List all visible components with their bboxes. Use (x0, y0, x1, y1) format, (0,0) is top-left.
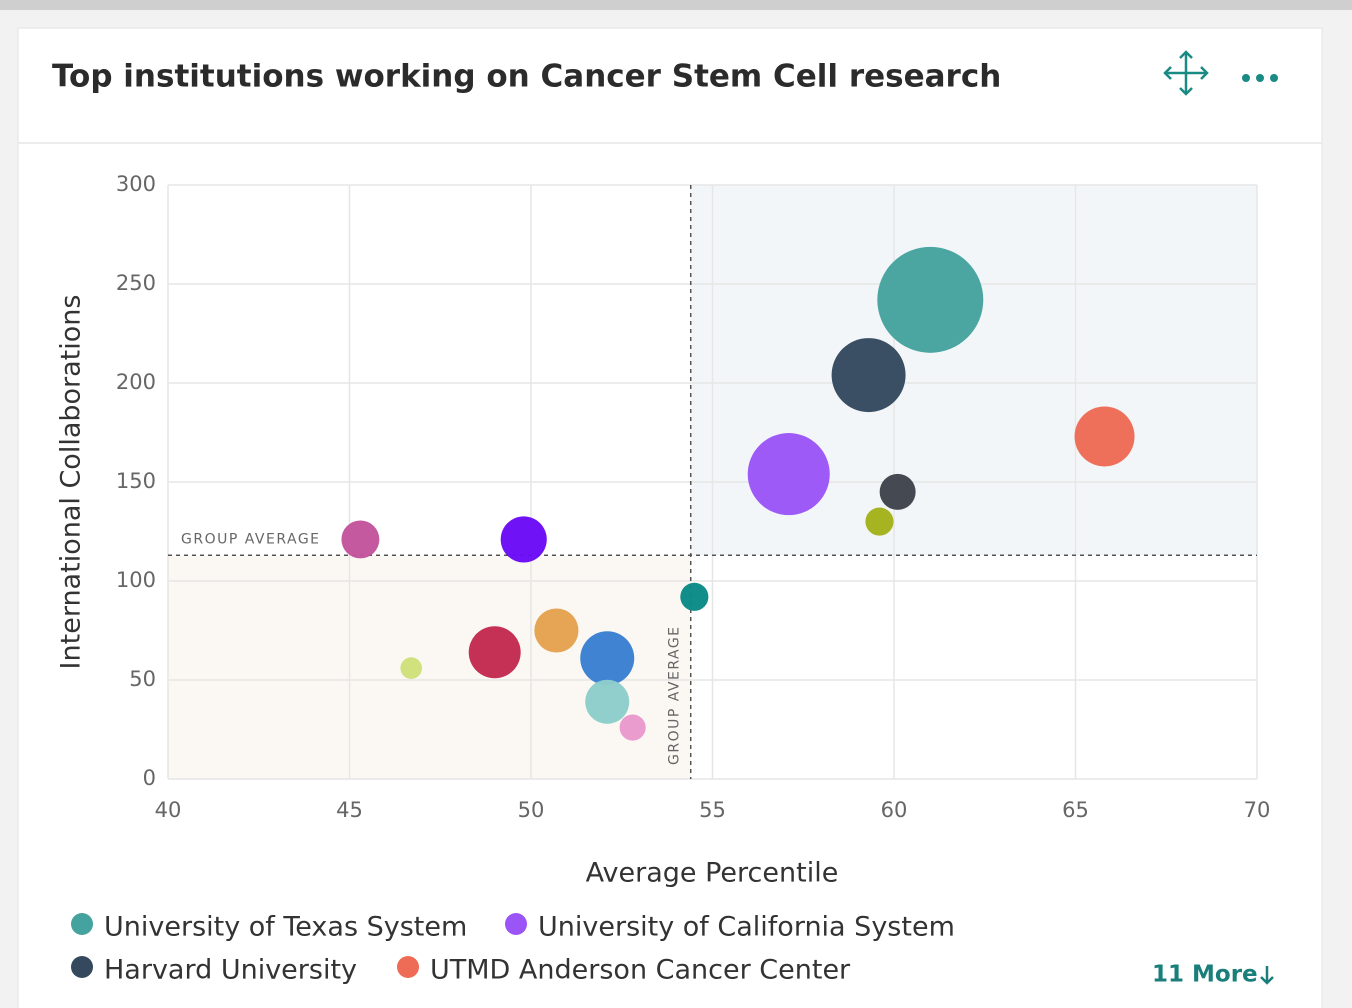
y-axis-label: International Collaborations (56, 295, 87, 670)
legend-label: Harvard University (104, 955, 357, 986)
more-link[interactable]: 11 More (1152, 962, 1258, 988)
bubble (619, 714, 646, 741)
legend-label: UTMD Anderson Cancer Center (430, 955, 851, 986)
y-tick-label: 200 (116, 370, 156, 394)
bubble (500, 516, 547, 563)
menu-icon[interactable] (1242, 74, 1278, 82)
top-edge (0, 0, 1352, 10)
y-tick-label: 150 (116, 469, 156, 493)
legend-swatch (397, 956, 419, 978)
y-tick-label: 100 (116, 568, 156, 592)
x-tick-label: 45 (336, 798, 363, 822)
bubble (680, 582, 709, 611)
legend-swatch (505, 913, 527, 935)
y-tick-label: 0 (143, 766, 156, 790)
legend-swatch (71, 956, 93, 978)
x-tick-label: 40 (155, 798, 182, 822)
y-tick-label: 250 (116, 271, 156, 295)
bubble (877, 246, 984, 353)
legend-swatch (71, 913, 93, 935)
more-arrow[interactable] (1260, 966, 1274, 985)
bubble (534, 608, 579, 653)
reference-label: GROUP AVERAGE (667, 625, 683, 765)
x-tick-label: 70 (1244, 798, 1271, 822)
bubble (341, 520, 380, 559)
y-tick-label: 50 (129, 667, 156, 691)
x-tick-label: 60 (881, 798, 908, 822)
reference-label: GROUP AVERAGE (181, 531, 321, 547)
bubble (879, 473, 916, 510)
bubble (585, 679, 630, 724)
bubble (747, 433, 830, 516)
bubble (865, 507, 894, 536)
bubble (468, 626, 521, 679)
bubble (400, 657, 423, 679)
x-tick-label: 50 (518, 798, 545, 822)
bubble (1074, 406, 1135, 467)
x-axis-label: Average Percentile (586, 858, 839, 889)
chart-title: Top institutions working on Cancer Stem … (52, 59, 1001, 95)
y-tick-label: 300 (116, 172, 156, 196)
legend-label: University of California System (538, 912, 955, 943)
move-icon[interactable] (1163, 50, 1209, 96)
legend-label: University of Texas System (104, 912, 467, 943)
x-tick-label: 65 (1062, 798, 1089, 822)
x-tick-label: 55 (699, 798, 726, 822)
bubble (831, 338, 906, 413)
bubble (580, 631, 635, 686)
